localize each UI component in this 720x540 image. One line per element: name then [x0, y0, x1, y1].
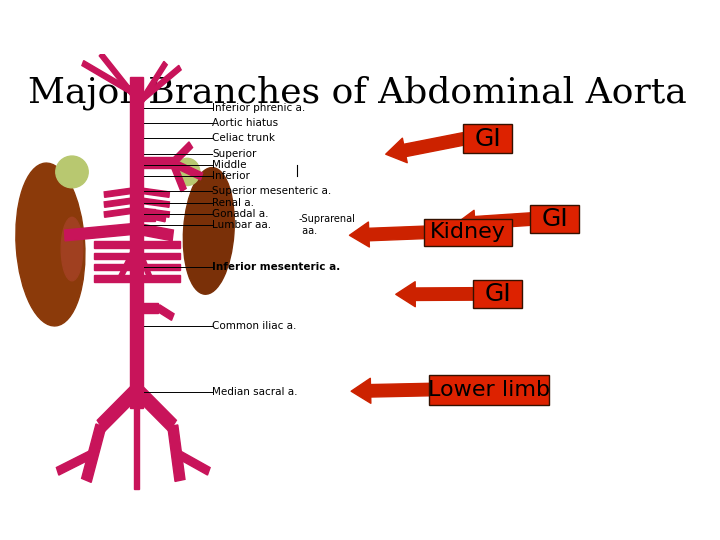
- Polygon shape: [137, 209, 155, 221]
- Polygon shape: [94, 264, 137, 271]
- Polygon shape: [104, 207, 137, 217]
- Polygon shape: [168, 425, 185, 482]
- Polygon shape: [82, 60, 138, 97]
- Text: GI: GI: [474, 126, 501, 151]
- Ellipse shape: [61, 217, 83, 281]
- FancyArrowPatch shape: [456, 210, 531, 235]
- Polygon shape: [137, 303, 158, 313]
- Polygon shape: [136, 223, 174, 241]
- Polygon shape: [157, 305, 174, 320]
- Polygon shape: [97, 384, 140, 431]
- Polygon shape: [170, 161, 186, 192]
- Text: Celiac trunk: Celiac trunk: [212, 133, 275, 143]
- Text: Inferior phrenic a.: Inferior phrenic a.: [212, 104, 306, 113]
- Polygon shape: [65, 223, 137, 241]
- FancyBboxPatch shape: [530, 205, 580, 233]
- Polygon shape: [137, 158, 173, 168]
- Polygon shape: [137, 187, 169, 197]
- Text: Aortic hiatus: Aortic hiatus: [212, 118, 279, 128]
- Polygon shape: [175, 449, 210, 475]
- Text: Middle: Middle: [212, 160, 247, 170]
- Text: Renal a.: Renal a.: [212, 198, 254, 208]
- Polygon shape: [137, 241, 180, 248]
- Polygon shape: [99, 52, 138, 102]
- Text: Inferior: Inferior: [212, 172, 251, 181]
- Polygon shape: [171, 142, 192, 166]
- FancyBboxPatch shape: [463, 124, 513, 153]
- Polygon shape: [94, 253, 137, 259]
- FancyBboxPatch shape: [473, 280, 523, 308]
- FancyBboxPatch shape: [429, 375, 549, 404]
- Polygon shape: [104, 187, 137, 197]
- Polygon shape: [94, 241, 137, 248]
- Polygon shape: [137, 264, 180, 271]
- Polygon shape: [117, 243, 139, 282]
- Polygon shape: [104, 197, 137, 207]
- FancyArrowPatch shape: [351, 379, 431, 403]
- Polygon shape: [154, 211, 166, 222]
- Text: GI: GI: [485, 282, 511, 306]
- Text: -Suprarenal: -Suprarenal: [299, 214, 356, 224]
- Polygon shape: [94, 275, 137, 282]
- Ellipse shape: [184, 167, 234, 294]
- Text: Lumbar aa.: Lumbar aa.: [212, 220, 271, 231]
- FancyBboxPatch shape: [423, 219, 513, 246]
- Text: Common iliac a.: Common iliac a.: [212, 321, 297, 331]
- Text: Kidney: Kidney: [430, 222, 506, 242]
- Polygon shape: [137, 197, 169, 207]
- Polygon shape: [133, 384, 176, 431]
- Text: Gonadal a.: Gonadal a.: [212, 209, 269, 219]
- Polygon shape: [81, 424, 106, 482]
- FancyArrowPatch shape: [349, 222, 425, 247]
- Polygon shape: [137, 207, 169, 217]
- Text: Superior mesenteric a.: Superior mesenteric a.: [212, 186, 332, 196]
- Text: Superior: Superior: [212, 149, 257, 159]
- Polygon shape: [172, 159, 202, 180]
- FancyArrowPatch shape: [386, 133, 465, 163]
- Polygon shape: [130, 77, 143, 408]
- Polygon shape: [134, 408, 140, 489]
- Polygon shape: [56, 449, 95, 475]
- Text: Major Branches of Abdominal Aorta: Major Branches of Abdominal Aorta: [29, 75, 687, 110]
- Ellipse shape: [56, 156, 89, 188]
- Polygon shape: [135, 65, 181, 106]
- Ellipse shape: [16, 163, 85, 326]
- Ellipse shape: [174, 158, 199, 186]
- Text: Inferior mesenteric a.: Inferior mesenteric a.: [212, 262, 341, 272]
- Polygon shape: [135, 62, 167, 110]
- Text: aa.: aa.: [299, 226, 317, 236]
- Polygon shape: [135, 244, 153, 282]
- Text: Lower limb: Lower limb: [428, 380, 550, 400]
- FancyArrowPatch shape: [396, 282, 474, 307]
- Text: GI: GI: [541, 207, 568, 231]
- Text: Median sacral a.: Median sacral a.: [212, 387, 298, 397]
- Polygon shape: [137, 253, 180, 259]
- Polygon shape: [137, 275, 180, 282]
